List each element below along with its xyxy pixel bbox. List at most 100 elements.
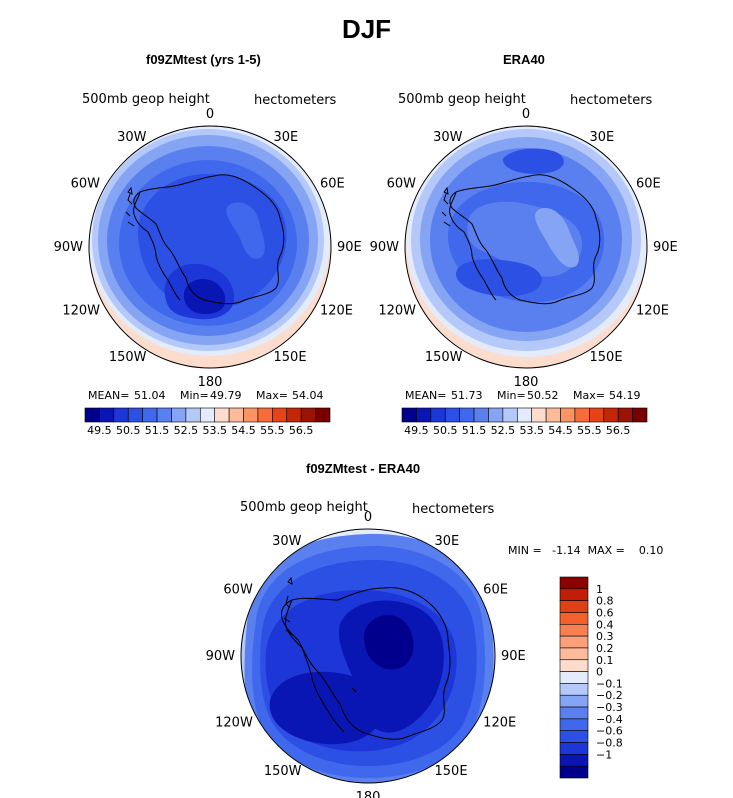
right-lon-label: 180 (514, 375, 539, 390)
diff-colorbar-swatch (559, 742, 589, 755)
right-colorbar-tick-label: 49.5 (404, 424, 429, 437)
diff-colorbar-tick-label: 0.8 (596, 595, 614, 608)
diff-units-label: hectometers (412, 502, 495, 517)
left-colorbar-swatch (171, 407, 187, 423)
right-colorbar-tick-label: 52.5 (491, 424, 516, 437)
left-colorbar-tick-label: 51.5 (145, 424, 170, 437)
left-colorbar-swatch (228, 407, 244, 423)
left-lon-label: 120E (320, 304, 353, 319)
diff-field-label: 500mb geop height (240, 500, 368, 515)
diff-colorbar-swatch (559, 588, 589, 601)
right-lon-label: 150E (590, 350, 623, 365)
diff-lon-label: 180 (356, 790, 381, 798)
diff-colorbar-tick-label: −0.8 (596, 737, 623, 750)
right-min-label: Min= (497, 389, 526, 402)
diff-lon-label: 60E (483, 583, 508, 598)
left-lon-label: 150W (109, 350, 147, 365)
left-colorbar: 49.5 50.5 51.5 52.5 53.5 54.5 55.5 56.5 (84, 407, 331, 437)
diff-colorbar-swatch (559, 754, 589, 767)
diff-colorbar-swatch (559, 600, 589, 613)
diff-lon-label: 150W (264, 764, 302, 779)
right-colorbar-tick-label: 50.5 (433, 424, 458, 437)
diff-colorbar-tick-label: 0.3 (596, 630, 614, 643)
right-colorbar-tick-label: 51.5 (462, 424, 487, 437)
left-lon-label: 90E (337, 240, 362, 255)
figure-title: DJF (341, 14, 392, 44)
left-colorbar-swatch (156, 407, 172, 423)
right-colorbar-swatch (545, 407, 561, 423)
diff-lon-label: 90W (206, 649, 236, 664)
left-mean-value: 51.04 (134, 389, 166, 402)
left-colorbar-swatch (286, 407, 302, 423)
diff-colorbar-swatch (559, 706, 589, 720)
left-colorbar-tick-label: 50.5 (116, 424, 141, 437)
right-map-border (404, 125, 648, 369)
right-min-value: 50.52 (527, 389, 559, 402)
left-colorbar-swatch (315, 407, 331, 423)
left-colorbar-swatch (127, 407, 143, 423)
left-min-value: 49.79 (210, 389, 242, 402)
diff-lon-label: 120W (215, 716, 253, 731)
left-high-lobe (226, 202, 265, 259)
right-high-lobe (535, 208, 579, 268)
left-map-border (88, 125, 332, 369)
left-lon-label: 30W (117, 130, 147, 145)
diff-lon-label: 30E (435, 534, 460, 549)
right-colorbar-swatch (401, 407, 417, 423)
left-lon-label: 150E (274, 350, 307, 365)
right-colorbar-swatch (589, 407, 605, 423)
diff-colorbar-tick-label: 0.4 (596, 618, 614, 631)
diff-panel-title: f09ZMtest - ERA40 (306, 461, 421, 476)
right-lon-label: 30W (433, 130, 463, 145)
diff-colorbar-swatch (559, 765, 589, 779)
right-colorbar-swatch (488, 407, 504, 423)
diff-low-core (364, 614, 414, 670)
right-lon-label: 120W (378, 304, 416, 319)
right-colorbar-swatch (502, 407, 518, 423)
left-colorbar-tick-label: 56.5 (289, 424, 314, 437)
diff-colorbar-tick-label: −0.6 (596, 725, 623, 738)
right-low-north (503, 148, 564, 174)
left-colorbar-tick-label: 54.5 (231, 424, 256, 437)
diff-colorbar-tick-label: −0.1 (596, 677, 623, 690)
diff-stats: MIN = -1.14 MAX = 0.10 (508, 544, 664, 557)
right-colorbar-swatch (516, 407, 533, 423)
diff-colorbar-swatch (559, 612, 589, 625)
diff-colorbar-tick-label: 1 (596, 583, 603, 596)
diff-colorbar-swatch (559, 718, 589, 732)
left-colorbar-swatch (84, 407, 100, 423)
right-lon-label: 120E (636, 304, 669, 319)
right-max-label: Max= (573, 389, 605, 402)
diff-colorbar-tick-label: −0.2 (596, 689, 623, 702)
right-mean-label: MEAN= (405, 389, 447, 402)
diff-colorbar: 10.80.60.40.30.20.10−0.1−0.2−0.3−0.4−0.6… (559, 576, 623, 779)
left-colorbar-swatch (99, 407, 115, 423)
diff-colorbar-swatch (559, 659, 589, 672)
left-max-value: 54.04 (292, 389, 324, 402)
diff-colorbar-swatch (559, 671, 589, 684)
left-colorbar-swatch (243, 407, 259, 423)
diff-lon-labels: 0 30E 60E 90E 120E 150E 180 150W 120W 90W 60W 30W (206, 510, 526, 798)
left-colorbar-tick-label: 52.5 (174, 424, 199, 437)
right-colorbar-swatch (531, 407, 547, 423)
diff-lon-label: 0 (364, 510, 372, 525)
right-lon-label: 60E (636, 177, 661, 192)
left-lon-label: 180 (198, 375, 223, 390)
right-lon-label: 30E (590, 130, 615, 145)
left-lon-label: 0 (206, 107, 214, 122)
left-colorbar-swatch (272, 407, 288, 423)
diff-colorbar-swatch (559, 576, 589, 590)
diff-colorbar-tick-label: −1 (596, 748, 612, 761)
right-max-value: 54.19 (609, 389, 641, 402)
left-colorbar-tick-label: 55.5 (260, 424, 285, 437)
diff-map-border (240, 528, 496, 784)
left-field-label: 500mb geop height (82, 92, 210, 107)
left-lon-labels: 0 30E 60E 90E 120E 150E 180 150W 120W 90W 60W 30W (54, 107, 362, 390)
right-colorbar-tick-label: 55.5 (577, 424, 602, 437)
right-colorbar-tick-label: 53.5 (519, 424, 544, 437)
left-max-label: Max= (256, 389, 288, 402)
diff-lon-label: 90E (501, 649, 526, 664)
diff-lon-label: 120E (483, 716, 516, 731)
left-colorbar-swatch (257, 407, 273, 423)
